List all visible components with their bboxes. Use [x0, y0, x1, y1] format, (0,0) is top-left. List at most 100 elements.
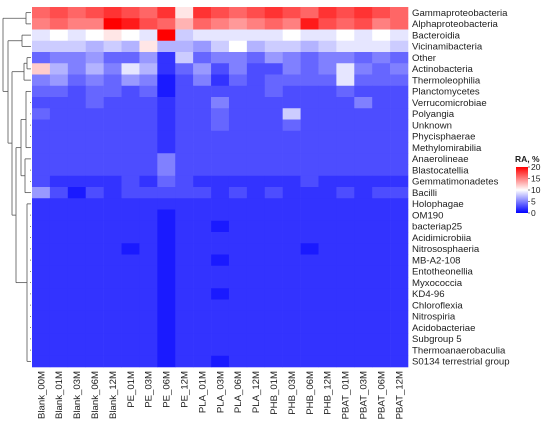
row-label: Myxococcia	[412, 278, 463, 289]
heatmap-cell	[121, 299, 140, 312]
heatmap-cell	[193, 18, 212, 30]
heatmap-cell	[300, 153, 319, 165]
heatmap-cell	[354, 119, 373, 132]
heatmap-cell	[139, 322, 158, 334]
heatmap-cell	[354, 344, 373, 357]
heatmap-cell	[103, 108, 122, 120]
heatmap-cell	[211, 18, 230, 30]
heatmap-cell	[246, 243, 266, 255]
heatmap-cell	[139, 142, 158, 154]
heatmap-cell	[193, 40, 212, 53]
row-labels: GammaproteobacteriaAlphaproteobacteriaBa…	[412, 8, 510, 368]
row-label: Nitrososphaeria	[412, 244, 480, 255]
heatmap-cell	[300, 355, 319, 368]
row-label: Gemmatimonadetes	[412, 177, 499, 188]
heatmap-cell	[139, 130, 158, 143]
heatmap-cell	[228, 333, 248, 345]
heatmap-cell	[246, 355, 266, 368]
heatmap-cell	[282, 277, 301, 289]
heatmap-cell	[264, 74, 283, 87]
heatmap-cell	[390, 209, 409, 222]
heatmap-cell	[157, 108, 176, 120]
heatmap-cell	[103, 40, 122, 53]
heatmap-cell	[175, 355, 194, 368]
heatmap-cell	[157, 29, 176, 42]
row-label: Actinobacteria	[412, 64, 473, 75]
heatmap-cell	[139, 52, 158, 64]
heatmap-cell	[85, 209, 104, 222]
heatmap-cell	[193, 108, 212, 120]
heatmap-cell	[354, 288, 373, 300]
heatmap-cell	[300, 333, 319, 345]
heatmap-cell	[282, 74, 301, 87]
heatmap-cell	[336, 288, 355, 300]
heatmap-cell	[193, 344, 212, 357]
heatmap-cell	[139, 119, 158, 132]
heatmap-cell	[157, 254, 176, 267]
heatmap-cell	[228, 142, 248, 154]
heatmap-cell	[49, 265, 69, 278]
heatmap-cell	[121, 310, 140, 323]
heatmap-cell	[193, 164, 212, 177]
heatmap-cell	[121, 175, 140, 188]
heatmap-cell	[300, 243, 319, 255]
heatmap-cell	[264, 198, 283, 210]
heatmap-cell	[390, 97, 409, 109]
heatmap-cell	[264, 85, 283, 98]
heatmap-cell	[300, 277, 319, 289]
heatmap-cell	[121, 243, 140, 255]
heatmap-cell	[49, 288, 69, 300]
heatmap-cell	[193, 254, 212, 267]
heatmap-cell	[390, 288, 409, 300]
heatmap-cell	[49, 119, 69, 132]
heatmap-cell	[32, 198, 51, 210]
heatmap-cell	[32, 288, 51, 300]
heatmap-cell	[246, 18, 266, 30]
heatmap-cell	[211, 232, 230, 244]
heatmap-cell	[175, 198, 194, 210]
heatmap-cell	[336, 175, 355, 188]
heatmap-cell	[193, 333, 212, 345]
heatmap-cell	[67, 243, 87, 255]
heatmap-cell	[139, 344, 158, 357]
heatmap-cell	[103, 333, 122, 345]
heatmap-cell	[282, 63, 301, 75]
heatmap-cell	[228, 198, 248, 210]
heatmap-cell	[193, 52, 212, 64]
heatmap-cell	[336, 74, 355, 87]
heatmap-cell	[372, 299, 391, 312]
heatmap-cell	[228, 209, 248, 222]
heatmap-cell	[211, 119, 230, 132]
column-label: PBAT_03M	[359, 371, 370, 419]
heatmap-cell	[228, 52, 248, 64]
heatmap-cell	[85, 63, 104, 75]
heatmap-cell	[121, 322, 140, 334]
heatmap-cell	[139, 175, 158, 188]
heatmap-cell	[175, 209, 194, 222]
heatmap-cell	[67, 97, 87, 109]
heatmap-cell	[300, 299, 319, 312]
heatmap-cell	[372, 85, 391, 98]
heatmap-cell	[390, 63, 409, 75]
heatmap-cell	[246, 310, 266, 323]
heatmap-cell	[157, 142, 176, 154]
heatmap-cell	[32, 310, 51, 323]
heatmap-cell	[264, 40, 283, 53]
heatmap-cell	[372, 40, 391, 53]
heatmap-cell	[372, 220, 391, 233]
heatmap-cell	[300, 209, 319, 222]
heatmap-cell	[157, 85, 176, 98]
legend-tick-label: 20	[531, 162, 541, 172]
column-label: Blank_01M	[54, 371, 65, 419]
heatmap-cell	[336, 153, 355, 165]
heatmap-cell	[175, 74, 194, 87]
row-label: KD4-96	[412, 289, 445, 300]
heatmap-cell	[139, 333, 158, 345]
heatmap-cell	[354, 40, 373, 53]
heatmap-cell	[390, 119, 409, 132]
row-label: Subgroup 5	[412, 334, 462, 345]
heatmap-cell	[264, 355, 283, 368]
heatmap-cell	[336, 344, 355, 357]
heatmap-cell	[103, 164, 122, 177]
heatmap-cell	[246, 52, 266, 64]
